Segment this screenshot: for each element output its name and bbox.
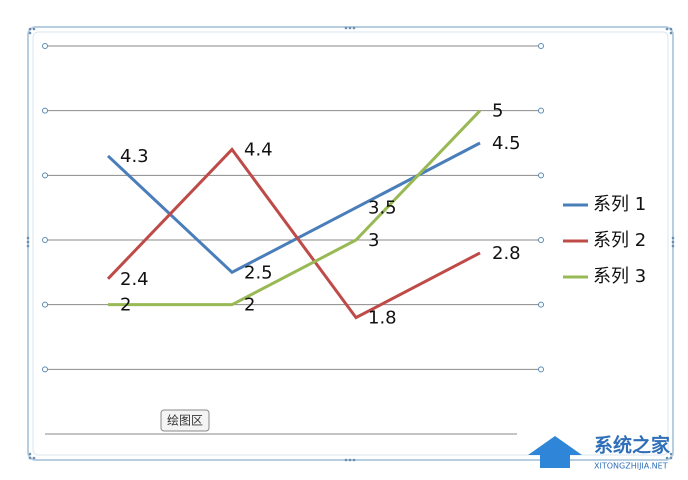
legend-label: 系列 3 <box>593 266 646 287</box>
grid-handle <box>538 366 544 373</box>
grid-handle <box>42 366 48 373</box>
grid-handle <box>538 237 544 243</box>
chart-frame-inner <box>32 31 669 456</box>
legend-label: 系列 1 <box>593 194 646 215</box>
data-label: 3 <box>368 230 379 251</box>
grid-handle <box>538 107 544 114</box>
data-label: 2.8 <box>492 243 521 264</box>
grid-handle <box>42 107 48 114</box>
data-label: 1.8 <box>368 308 397 329</box>
grid-handle <box>538 301 544 308</box>
grid-handle <box>538 172 544 179</box>
data-label: 4.5 <box>492 133 521 154</box>
data-label: 2 <box>244 295 255 316</box>
data-label: 2 <box>120 295 131 316</box>
watermark-logo <box>540 450 570 468</box>
watermark-url: XITONGZHIJIA.NET <box>594 462 668 471</box>
resize-handles[interactable] <box>26 26 675 462</box>
watermark: 系统之家 XITONGZHIJIA.NET <box>528 434 671 471</box>
data-label: 2.4 <box>120 269 149 290</box>
data-label: 4.3 <box>120 146 149 167</box>
data-label: 5 <box>492 101 503 122</box>
data-label: 3.5 <box>368 198 397 219</box>
grid-handle <box>42 172 48 179</box>
legend-label: 系列 2 <box>593 230 646 251</box>
series-line <box>108 109 482 307</box>
grid-handle <box>538 43 544 49</box>
grid-handle <box>42 237 48 243</box>
tooltip: 绘图区 <box>160 409 210 432</box>
grid-handle <box>42 43 48 49</box>
watermark-title: 系统之家 <box>594 434 671 457</box>
data-label: 2.5 <box>244 262 273 283</box>
series-line <box>106 147 481 320</box>
tooltip-text: 绘图区 <box>167 413 203 428</box>
data-label: 4.4 <box>244 139 273 160</box>
tooltip-box <box>160 409 210 432</box>
grid-handle <box>42 301 48 308</box>
